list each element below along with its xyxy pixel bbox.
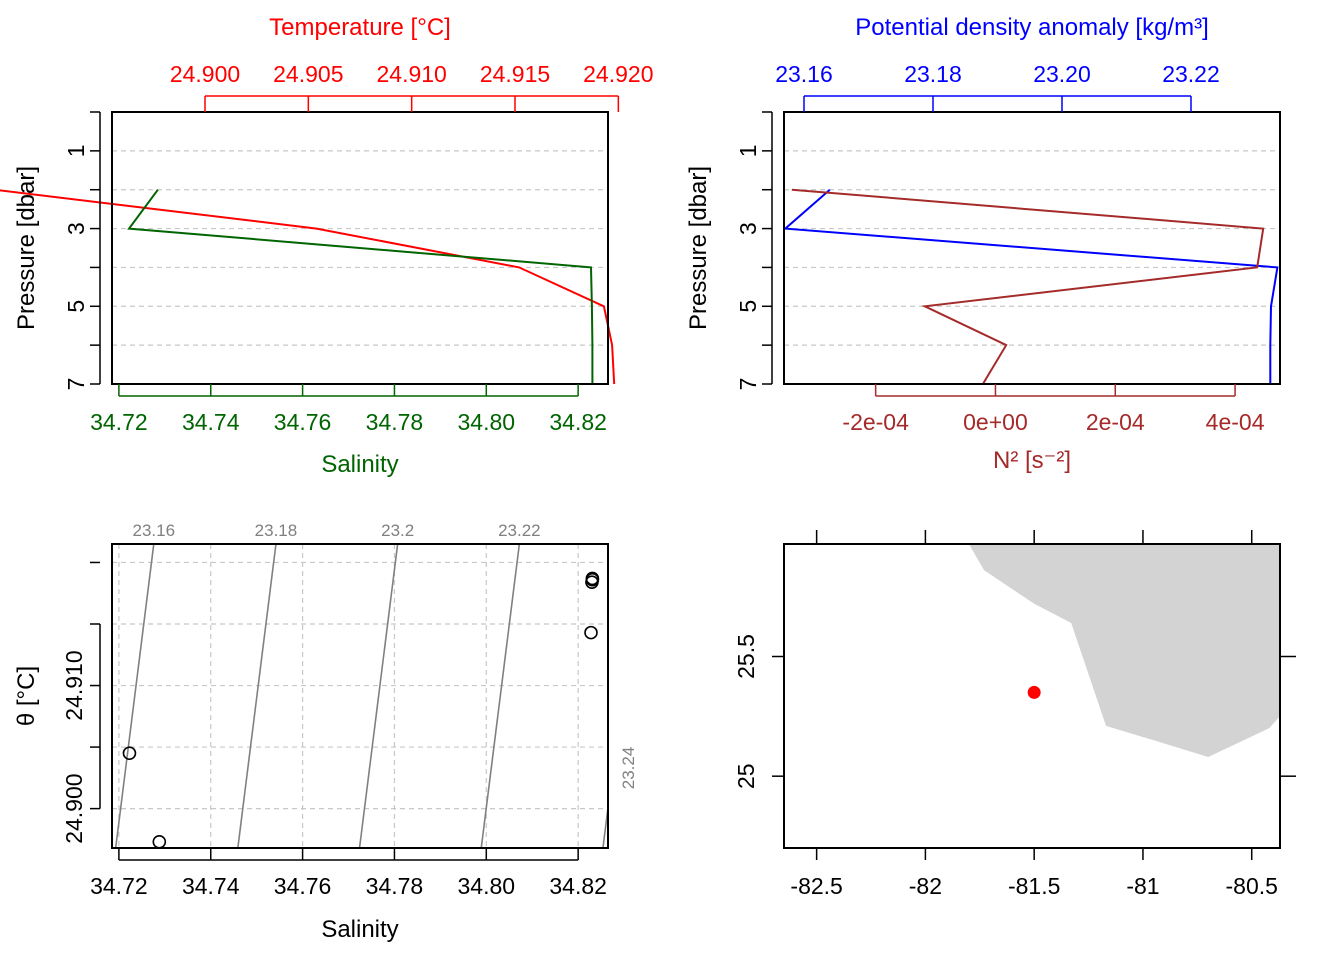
p3-salinity-label: Salinity	[321, 916, 398, 943]
p1-pressure-axis: 1 3 5 7	[63, 111, 101, 391]
p1-series	[0, 189, 616, 385]
bottom-tick-label: 34.74	[182, 409, 240, 435]
pressure-tick-label: 5	[63, 300, 89, 313]
p2-pressure-axis: 1 3 5 7	[735, 111, 773, 391]
isopycnal-line	[237, 544, 277, 848]
p1-salinity-axis: 34.72 34.74 34.76 34.78 34.80 34.82	[90, 384, 607, 435]
latitude-tick-label: 25	[733, 763, 759, 789]
panel-density-n2-profile: 23.16 23.18 23.20 23.22 -2e-04 0e+00 2e-04 4e-…	[685, 14, 1281, 474]
p2-plot-frame	[783, 111, 1281, 385]
p3-theta-label: θ [°C]	[13, 666, 40, 726]
p3-grid	[112, 544, 608, 848]
p2-pressure-label: Pressure [dbar]	[685, 166, 712, 330]
longitude-tick-label: -81	[1126, 873, 1159, 899]
salinity-tick-label: 34.76	[274, 873, 332, 899]
isopycnal-line	[480, 544, 521, 848]
top-tick-label: 24.900	[170, 61, 240, 87]
longitude-tick-label: -82	[909, 873, 942, 899]
p2-density-axis: 23.16 23.18 23.20 23.22	[775, 61, 1220, 112]
salinity-tick-label: 34.78	[366, 873, 424, 899]
ts-point	[122, 746, 137, 761]
isopycnal-label: 23.22	[498, 521, 541, 540]
panel-temperature-salinity-profile: 24.900 24.905 24.910 24.915 24.920 34.72 34.7…	[0, 14, 654, 478]
p3-plot-frame	[111, 543, 609, 849]
p2-density-label: Potential density anomaly [kg/m³]	[855, 14, 1209, 41]
ts-point	[585, 571, 600, 586]
ts-point	[584, 625, 598, 640]
station-marker	[1027, 685, 1041, 699]
p3-isopycnals: 23.16 23.18 23.2 23.22 23.24	[114, 521, 638, 848]
top-tick-label: 24.915	[480, 61, 550, 87]
isopycnal-label: 23.24	[619, 747, 638, 790]
land-polygon	[968, 544, 1280, 757]
p3-points	[122, 571, 600, 849]
bottom-tick-label: 34.82	[549, 409, 607, 435]
ts-point	[152, 835, 167, 849]
profile-series-line	[127, 189, 594, 384]
top-tick-label: 23.20	[1033, 61, 1091, 87]
p1-salinity-label: Salinity	[321, 451, 398, 478]
p1-temperature-axis: 24.900 24.905 24.910 24.915 24.920	[170, 61, 654, 112]
isopycnal-line	[358, 544, 399, 848]
pressure-tick-label: 5	[735, 300, 761, 313]
salinity-tick-label: 34.82	[549, 873, 607, 899]
longitude-tick-label: -80.5	[1226, 873, 1278, 899]
bottom-tick-label: 0e+00	[963, 409, 1028, 435]
pressure-tick-label: 7	[63, 378, 89, 391]
p4-axes: -82.5 -82 -81.5 -81 -80.5 25 25.5	[733, 530, 1296, 899]
bottom-tick-label: 34.72	[90, 409, 148, 435]
pressure-tick-label: 1	[63, 144, 89, 157]
top-tick-label: 24.910	[376, 61, 446, 87]
panel-ts-diagram: 23.16 23.18 23.2 23.22 23.24 34.72 34.74 34.76…	[13, 521, 638, 943]
theta-tick-label: 24.900	[61, 773, 87, 843]
bottom-tick-label: 34.80	[458, 409, 516, 435]
profile-series-line	[0, 189, 616, 385]
bottom-tick-label: 4e-04	[1206, 409, 1265, 435]
longitude-tick-label: -81.5	[1008, 873, 1060, 899]
pressure-tick-label: 1	[735, 144, 761, 157]
p1-pressure-label: Pressure [dbar]	[13, 166, 40, 330]
isopycnal-label: 23.16	[133, 521, 176, 540]
salinity-tick-label: 34.80	[458, 873, 516, 899]
p2-n2-axis: -2e-04 0e+00 2e-04 4e-04	[842, 384, 1265, 435]
profile-series-line	[782, 188, 1279, 384]
pressure-tick-label: 3	[735, 222, 761, 235]
isopycnal-label: 23.2	[381, 521, 414, 540]
bottom-tick-label: 2e-04	[1086, 409, 1145, 435]
top-tick-label: 24.920	[583, 61, 653, 87]
top-tick-label: 23.16	[775, 61, 833, 87]
p4-plot-frame	[783, 543, 1281, 849]
profile-series-line	[791, 188, 1265, 385]
bottom-tick-label: -2e-04	[842, 409, 909, 435]
salinity-tick-label: 34.72	[90, 873, 148, 899]
p1-temperature-label: Temperature [°C]	[269, 14, 451, 41]
theta-tick-label: 24.910	[61, 650, 87, 720]
panel-station-map: -82.5 -82 -81.5 -81 -80.5 25 25.5	[733, 530, 1296, 899]
isopycnal-line	[114, 544, 155, 848]
salinity-tick-label: 34.74	[182, 873, 240, 899]
top-tick-label: 23.18	[904, 61, 962, 87]
isopycnal-label: 23.18	[255, 521, 298, 540]
pressure-tick-label: 3	[63, 222, 89, 235]
p1-plot-frame	[111, 111, 609, 385]
isopycnal-lines	[114, 544, 608, 848]
p4-coastline	[968, 544, 1280, 757]
p2-series	[782, 188, 1279, 385]
p4-station	[1027, 685, 1041, 699]
top-tick-label: 23.22	[1162, 61, 1220, 87]
bottom-tick-label: 34.76	[274, 409, 332, 435]
pressure-tick-label: 7	[735, 378, 761, 391]
p3-salinity-axis: 34.72 34.74 34.76 34.78 34.80 34.82	[90, 848, 607, 899]
top-tick-label: 24.905	[273, 61, 343, 87]
latitude-tick-label: 25.5	[733, 634, 759, 679]
longitude-tick-label: -82.5	[790, 873, 842, 899]
p3-theta-axis: 24.900 24.910	[61, 561, 101, 844]
p2-n2-label: N² [s⁻²]	[993, 447, 1071, 474]
bottom-tick-label: 34.78	[366, 409, 424, 435]
